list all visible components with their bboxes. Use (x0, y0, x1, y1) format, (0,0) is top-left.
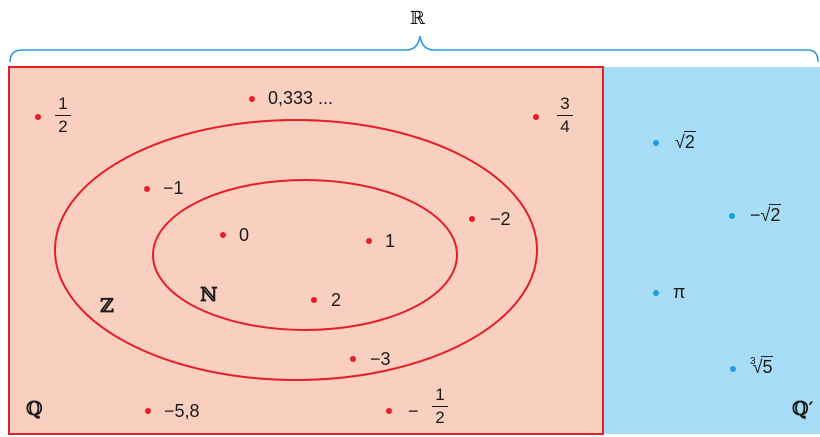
element-three-quarters: 3 4 (557, 95, 573, 136)
element-minus-five-point-eight: −5,8 (164, 401, 200, 421)
fraction-numerator: 1 (435, 385, 445, 404)
fraction-denominator: 4 (560, 117, 570, 137)
irrationals-label: ℚ′ (792, 398, 814, 420)
naturals-ellipse (152, 179, 458, 331)
minus-sign: − (750, 205, 761, 225)
fraction-numerator: 3 (560, 94, 570, 113)
irrationals-region (604, 67, 820, 434)
element-dot (730, 366, 736, 372)
element-dot (653, 140, 659, 146)
element-minus-three: −3 (370, 349, 391, 369)
fraction-denominator: 2 (435, 408, 445, 428)
integers-ellipse (54, 119, 538, 381)
fraction-bar (432, 405, 448, 408)
element-minus-sqrt-two: −√2 (750, 204, 782, 225)
element-zero: 0 (239, 225, 250, 245)
element-dot (729, 213, 735, 219)
element-dot (35, 114, 41, 120)
element-sqrt-two: √2 (675, 131, 696, 152)
element-dot (366, 238, 372, 244)
element-dot (311, 297, 317, 303)
reals-brace (9, 35, 819, 63)
fraction-bar (557, 114, 573, 117)
element-minus-one-half: 1 2 (432, 386, 448, 427)
element-dot (533, 114, 539, 120)
element-dot (653, 290, 659, 296)
integers-label: ℤ (100, 295, 114, 317)
element-minus-two: −2 (490, 209, 511, 229)
element-two: 2 (331, 290, 342, 310)
element-dot (469, 216, 475, 222)
element-pi: π (673, 282, 686, 302)
element-one-half: 1 2 (55, 95, 71, 136)
element-dot (249, 96, 255, 102)
element-dot (145, 408, 151, 414)
root-index: 3 (750, 356, 756, 367)
element-repeating-decimal: 0,333 ... (268, 88, 334, 108)
naturals-label: ℕ (200, 284, 218, 306)
element-minus-one: −1 (163, 178, 184, 198)
element-one: 1 (385, 231, 396, 251)
radicand: 2 (683, 131, 696, 152)
element-dot (350, 356, 356, 362)
fraction-bar (55, 114, 71, 117)
fraction-denominator: 2 (58, 117, 68, 137)
rationals-region (8, 66, 604, 435)
minus-sign: − (408, 401, 419, 421)
element-dot (220, 232, 226, 238)
element-dot (386, 408, 392, 414)
element-dot (144, 186, 150, 192)
reals-label: ℝ (410, 8, 425, 29)
radicand: 2 (769, 204, 782, 225)
rationals-label: ℚ (26, 398, 43, 420)
element-cube-root-five: 3√5 (750, 356, 774, 377)
radicand: 5 (761, 356, 774, 377)
fraction-numerator: 1 (58, 94, 68, 113)
